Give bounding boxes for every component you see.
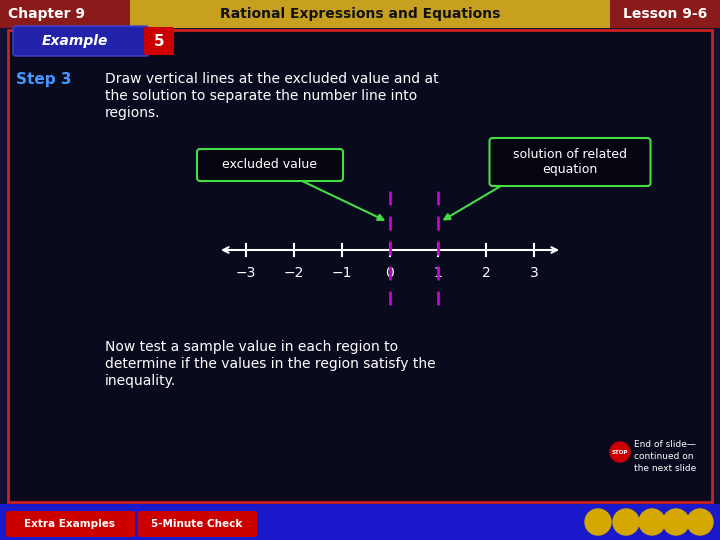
Text: Rational Expressions and Equations: Rational Expressions and Equations (220, 7, 500, 21)
Text: Lesson 9-6: Lesson 9-6 (623, 7, 707, 21)
Circle shape (663, 509, 689, 535)
Text: Chapter 9: Chapter 9 (8, 7, 85, 21)
Bar (0, 0, 130, 28)
FancyBboxPatch shape (490, 138, 650, 186)
Bar (0, 0, 720, 28)
Text: Draw vertical lines at the excluded value and at: Draw vertical lines at the excluded valu… (105, 72, 438, 86)
FancyBboxPatch shape (8, 30, 712, 502)
Circle shape (610, 442, 630, 462)
Circle shape (687, 509, 713, 535)
Text: Example: Example (42, 34, 108, 48)
FancyBboxPatch shape (138, 511, 257, 537)
Text: determine if the values in the region satisfy the: determine if the values in the region sa… (105, 357, 436, 371)
FancyBboxPatch shape (6, 511, 135, 537)
Text: 5-Minute Check: 5-Minute Check (151, 519, 243, 529)
Circle shape (613, 509, 639, 535)
Bar (610, 0, 720, 28)
Circle shape (585, 509, 611, 535)
Text: Now test a sample value in each region to: Now test a sample value in each region t… (105, 340, 398, 354)
Text: 2: 2 (482, 266, 490, 280)
Text: Extra Examples: Extra Examples (24, 519, 115, 529)
FancyBboxPatch shape (13, 26, 149, 56)
Text: −1: −1 (332, 266, 352, 280)
Text: excluded value: excluded value (222, 159, 318, 172)
Circle shape (639, 509, 665, 535)
Text: STOP: STOP (612, 449, 628, 455)
Text: 3: 3 (530, 266, 539, 280)
Text: equation: equation (542, 164, 598, 177)
Text: Step 3: Step 3 (16, 72, 71, 87)
Text: regions.: regions. (105, 106, 161, 120)
Text: −3: −3 (236, 266, 256, 280)
Bar (0, 504, 720, 540)
Text: inequality.: inequality. (105, 374, 176, 388)
Text: 1: 1 (433, 266, 442, 280)
Text: 5: 5 (153, 33, 164, 49)
Text: End of slide—
continued on
the next slide: End of slide— continued on the next slid… (634, 440, 696, 472)
Text: solution of related: solution of related (513, 147, 627, 160)
Text: 0: 0 (386, 266, 395, 280)
FancyBboxPatch shape (197, 149, 343, 181)
FancyBboxPatch shape (144, 27, 174, 55)
Text: −2: −2 (284, 266, 304, 280)
Text: the solution to separate the number line into: the solution to separate the number line… (105, 89, 418, 103)
